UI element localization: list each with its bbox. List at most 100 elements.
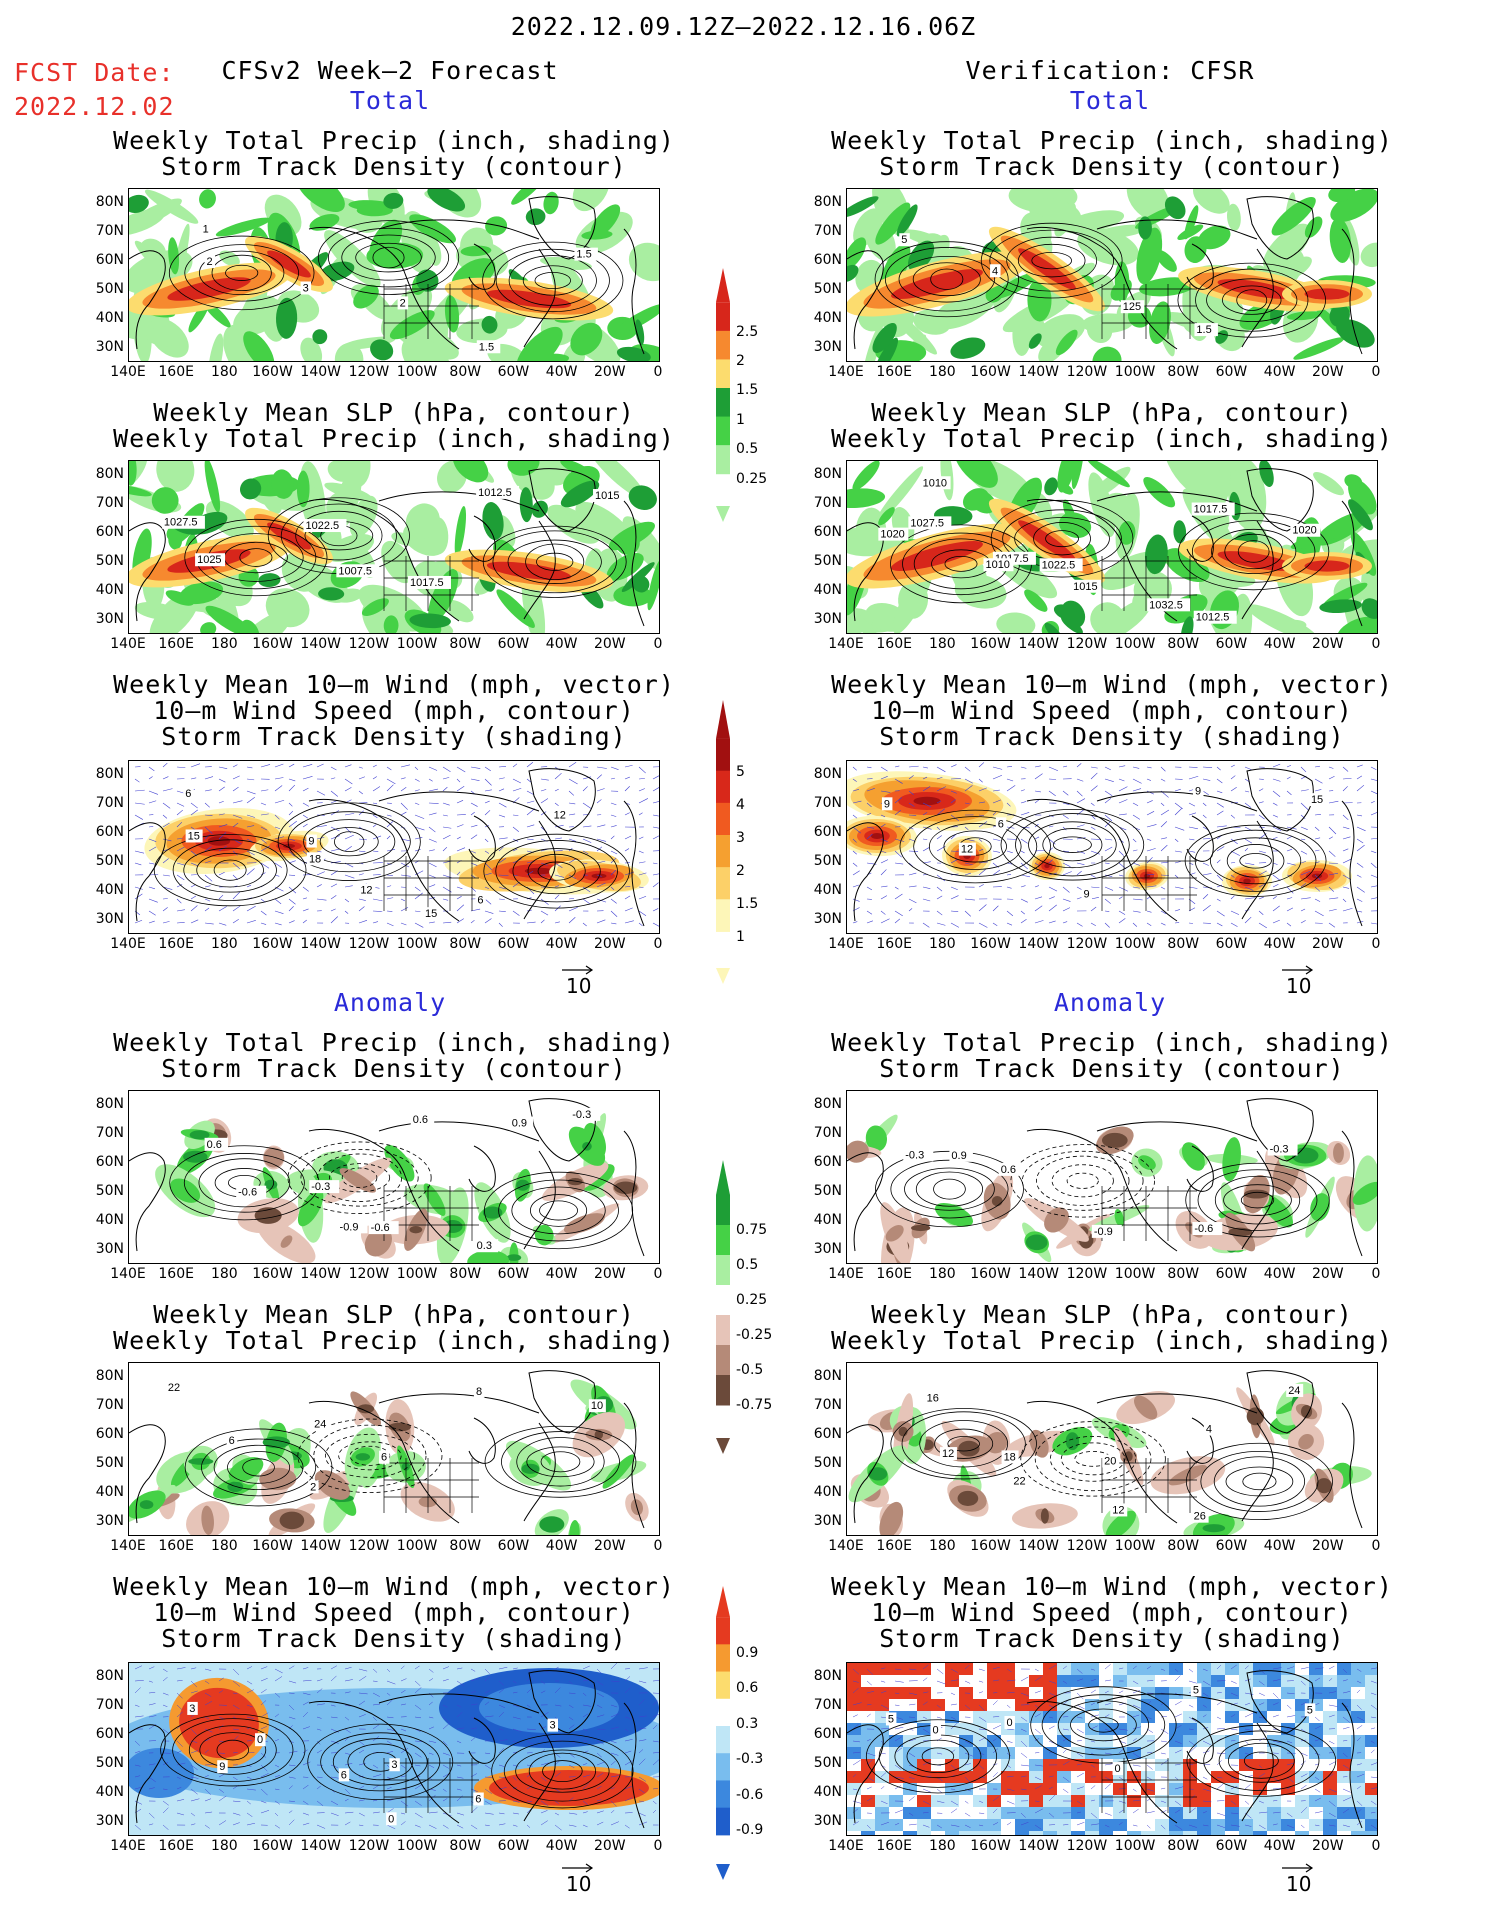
contour-label-bg (475, 893, 486, 907)
lon-tick-label: 40W (1263, 364, 1296, 380)
lon-tick-label: 60W (1215, 1838, 1248, 1854)
lon-tick-label: 100W (396, 1838, 438, 1854)
title-p3-line3: Storm Track Density (shading) (161, 722, 627, 751)
colorbar-tick-label: 0.3 (736, 1715, 759, 1732)
fcst-date-label: FCST Date: (14, 58, 175, 87)
lon-tick-label: 180 (210, 1266, 238, 1282)
colorbar-segment (716, 1617, 730, 1645)
colorbar-bottom-triangle (716, 1864, 730, 1880)
contour-label: -0.9 (340, 1221, 359, 1233)
verification-column-title: Verification: CFSR (965, 56, 1255, 85)
lon-tick-label: 80W (449, 1266, 482, 1282)
lat-tick-label: 40N (813, 1784, 842, 1800)
map-panel-r6-verification: 5 0 0 5 5 0 (846, 1662, 1378, 1836)
lat-tick-label: 70N (95, 1125, 124, 1141)
title-va3-line1: Weekly Mean 10–m Wind (mph, vector) (831, 1572, 1393, 1601)
contour-label-bg (899, 233, 910, 247)
colorbar-segment (716, 835, 730, 868)
lat-tick-label: 30N (813, 1513, 842, 1529)
colorbar-segment (716, 1285, 730, 1316)
lat-tick-label: 30N (813, 911, 842, 927)
colorbar-top-triangle (716, 268, 730, 303)
lat-tick-label: 40N (813, 582, 842, 598)
title-v3-line1: Weekly Mean 10–m Wind (mph, vector) (831, 670, 1393, 699)
contour-label-bg (924, 1391, 942, 1405)
contour-label: 15 (425, 908, 437, 920)
lat-tick-label: 70N (813, 495, 842, 511)
lon-tick-label: 100W (396, 636, 438, 652)
lon-tick-label: 160E (876, 1538, 912, 1554)
lon-tick-label: 120W (348, 636, 390, 652)
contour-label-bg (195, 553, 226, 567)
contour-label-bg (1190, 1683, 1202, 1697)
contour-label-bg (368, 1221, 399, 1235)
contour-label: 2 (310, 1481, 316, 1493)
contour-label-bg (204, 1137, 229, 1151)
colorbar-tick-label: 1 (736, 411, 745, 428)
lon-tick-label: 180 (210, 1538, 238, 1554)
colorbar-tick-label: 0.25 (736, 470, 768, 487)
contour-label-bg (236, 1185, 267, 1199)
colorbar-tick-label: 0.6 (736, 1680, 759, 1697)
lat-tick-label: 60N (813, 824, 842, 840)
contour-label-bg (1112, 1762, 1124, 1776)
colorbar-segment (716, 1780, 730, 1809)
contour-label: 15 (188, 830, 200, 842)
lon-tick-label: 140W (300, 636, 341, 652)
lon-tick-label: 180 (928, 936, 956, 952)
contour-label: 6 (998, 818, 1004, 830)
contour-label: -0.3 (572, 1109, 591, 1121)
lon-tick-label: 100W (1114, 1266, 1156, 1282)
contour-label-bg (204, 254, 216, 268)
lon-tick-label: 140W (1018, 936, 1059, 952)
lat-tick-label: 60N (95, 524, 124, 540)
contour-label-bg (226, 1433, 238, 1447)
vector-ref-arrow-icon (1282, 965, 1314, 975)
lon-tick-label: 20W (1311, 936, 1344, 952)
title-p1-line2: Storm Track Density (contour) (161, 152, 627, 181)
lon-tick-label: 180 (928, 1538, 956, 1554)
map-svg: 22 24 6 8 10 6 2 (129, 1363, 659, 1535)
lat-tick-label: 40N (813, 1484, 842, 1500)
lon-tick-label: 80W (1167, 936, 1200, 952)
lon-tick-label: 120W (1066, 936, 1108, 952)
lon-tick-label: 0 (1371, 936, 1381, 952)
title-va1-line1: Weekly Total Precip (inch, shading) (831, 1028, 1393, 1057)
lon-tick-label: 0 (1371, 1266, 1381, 1282)
lon-tick-label: 0 (653, 636, 663, 652)
lon-tick-label: 140E (110, 1838, 146, 1854)
lon-tick-label: 160W (970, 1538, 1011, 1554)
contour-label-bg (410, 1112, 435, 1126)
contour-label: -0.6 (238, 1187, 257, 1199)
colorbar-tick-label: 4 (736, 796, 745, 813)
lon-tick-label: 160W (252, 1266, 293, 1282)
lon-tick-label: 160E (876, 936, 912, 952)
lat-tick-label: 60N (813, 524, 842, 540)
contour-label: 6 (341, 1769, 347, 1781)
title-a2-line1: Weekly Mean SLP (hPa, contour) (153, 1300, 635, 1329)
contour-label-bg (588, 1399, 606, 1413)
lon-tick-label: 160W (970, 936, 1011, 952)
lat-tick-label: 30N (813, 611, 842, 627)
contour-label-bg (998, 1162, 1023, 1176)
lat-tick-label: 80N (95, 466, 124, 482)
contour-label: 1017.5 (1194, 503, 1228, 515)
title-a3-line3: Storm Track Density (shading) (161, 1624, 627, 1653)
lon-tick-label: 60W (1215, 636, 1248, 652)
title-va2-line2: Weekly Total Precip (inch, shading) (831, 1326, 1393, 1355)
colorbar-tick-label: 3 (736, 829, 745, 846)
lon-tick-label: 0 (653, 364, 663, 380)
colorbar-tick-label: 1 (736, 928, 745, 945)
contour-label-bg (308, 1480, 319, 1494)
lat-tick-label: 70N (813, 1697, 842, 1713)
lon-tick-label: 80W (1167, 1538, 1200, 1554)
map-panel-r1-forecast: 1 3 2 1.5 1.5 2 (128, 188, 660, 362)
contour-label-bg (983, 558, 1014, 572)
lon-tick-label: 20W (593, 636, 626, 652)
colorbar-segment (716, 1375, 730, 1406)
lon-tick-label: 120W (1066, 364, 1108, 380)
colorbar-segment (716, 1315, 730, 1346)
lat-tick-label: 80N (95, 766, 124, 782)
contour-label: 1027.5 (910, 517, 944, 529)
colorbar-tick-label: -0.3 (736, 1751, 764, 1768)
